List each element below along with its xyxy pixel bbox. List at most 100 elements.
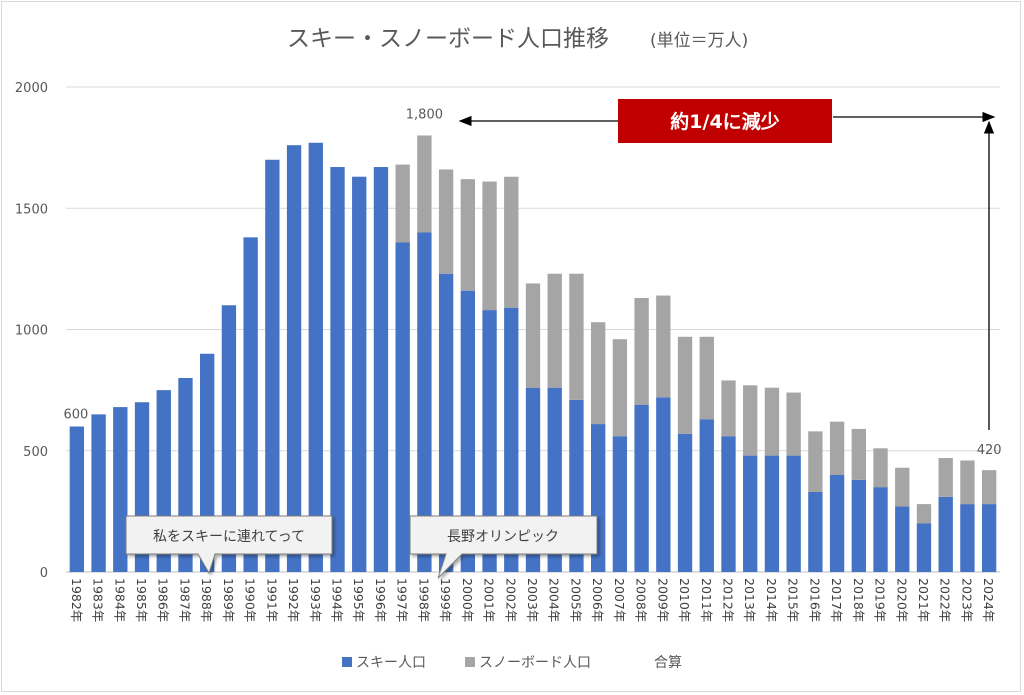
callout-1-text: 私をスキーに連れてって <box>153 529 305 545</box>
x-tick-2024年: 2024年 <box>981 578 996 622</box>
bar-snowboard-2003年 <box>525 283 541 388</box>
y-tick-1500: 1500 <box>15 202 48 217</box>
x-tick-2001年: 2001年 <box>482 578 497 622</box>
bar-snowboard-2000年 <box>460 179 476 291</box>
x-tick-2004年: 2004年 <box>547 578 562 622</box>
bar-snowboard-2009年 <box>656 295 671 398</box>
bar-snowboard-2024年 <box>981 470 997 505</box>
bar-snowboard-2005年 <box>569 273 584 400</box>
x-tick-2015年: 2015年 <box>786 578 801 622</box>
bar-ski-1996年 <box>373 167 389 572</box>
callout-2-box <box>409 515 598 579</box>
bar-snowboard-2001年 <box>482 181 497 311</box>
bar-ski-2015年 <box>786 455 801 572</box>
bar-snowboard-2006年 <box>590 322 606 425</box>
bar-snowboard-2016年 <box>808 431 823 492</box>
bar-ski-1995年 <box>352 176 367 572</box>
chart-unit-label: (単位＝万人) <box>650 31 748 51</box>
bar-snowboard-2013年 <box>743 385 758 456</box>
bar-ski-1999年 <box>438 273 454 572</box>
bar-ski-1989年 <box>221 305 237 572</box>
x-tick-2021年: 2021年 <box>916 578 931 622</box>
bar-ski-2007年 <box>612 436 628 572</box>
bar-ski-2001年 <box>482 310 497 572</box>
x-tick-1995年: 1995年 <box>351 578 366 622</box>
bar-snowboard-2007年 <box>612 339 628 437</box>
bar-snowboard-2014年 <box>764 387 780 456</box>
bar-ski-2024年 <box>981 504 997 572</box>
bar-ski-1998年 <box>417 232 432 572</box>
x-tick-2008年: 2008年 <box>634 578 649 622</box>
callout-1-box <box>125 515 333 575</box>
bar-ski-2009年 <box>656 397 671 572</box>
y-tick-1000: 1000 <box>15 324 48 339</box>
x-tick-1984年: 1984年 <box>112 578 127 622</box>
x-tick-1997年: 1997年 <box>395 578 410 622</box>
bar-snowboard-2002年 <box>504 176 519 308</box>
legend-swatch-snowboard <box>465 657 475 667</box>
x-tick-2011年: 2011年 <box>699 578 714 622</box>
bar-snowboard-2019年 <box>873 448 888 488</box>
bar-snowboard-2010年 <box>677 336 693 434</box>
x-tick-2023年: 2023年 <box>959 578 974 622</box>
x-tick-1985年: 1985年 <box>134 578 149 622</box>
bar-ski-2008年 <box>634 404 649 572</box>
x-tick-2014年: 2014年 <box>764 578 779 622</box>
bar-ski-2000年 <box>460 290 476 572</box>
bar-ski-2011年 <box>699 419 714 572</box>
bar-snowboard-2008年 <box>634 297 649 405</box>
reduction-label: 約1/4に減少 <box>670 110 779 133</box>
x-tick-1991年: 1991年 <box>264 578 279 622</box>
x-tick-1996年: 1996年 <box>373 578 388 622</box>
bar-ski-2023年 <box>960 504 975 572</box>
data-label-peak: 1,800 <box>406 108 443 123</box>
bar-snowboard-2011年 <box>699 336 714 420</box>
x-tick-1987年: 1987年 <box>177 578 192 622</box>
bar-ski-2014年 <box>764 455 780 572</box>
x-tick-1994年: 1994年 <box>330 578 345 622</box>
bar-ski-1990年 <box>243 237 258 572</box>
bar-snowboard-1998年 <box>417 135 432 233</box>
y-tick-500: 500 <box>23 445 48 460</box>
x-tick-2007年: 2007年 <box>612 578 627 622</box>
bar-ski-2010年 <box>677 433 693 572</box>
bar-ski-1984年 <box>113 407 128 572</box>
bar-snowboard-1999年 <box>438 169 454 274</box>
bar-ski-2020年 <box>895 506 910 572</box>
data-label-first: 600 <box>63 408 88 423</box>
x-tick-1989年: 1989年 <box>221 578 236 622</box>
bar-ski-1992年 <box>286 145 302 572</box>
x-tick-2005年: 2005年 <box>568 578 583 622</box>
bar-ski-1991年 <box>265 159 280 572</box>
reduction-label-box <box>618 99 832 143</box>
bar-ski-2018年 <box>851 479 866 572</box>
chart-title: スキー・スノーボード人口推移 <box>287 26 609 52</box>
bar-ski-2013年 <box>743 455 758 572</box>
bar-ski-1983年 <box>91 414 106 572</box>
x-tick-1983年: 1983年 <box>91 578 106 622</box>
x-tick-1992年: 1992年 <box>286 578 301 622</box>
y-tick-0: 0 <box>40 566 48 581</box>
x-tick-1982年: 1982年 <box>69 578 84 622</box>
legend-label-total: 合算 <box>654 655 682 671</box>
x-tick-2017年: 2017年 <box>829 578 844 622</box>
bar-ski-2019年 <box>873 487 888 572</box>
bar-ski-2002年 <box>504 307 519 572</box>
y-tick-2000: 2000 <box>15 81 48 96</box>
bar-snowboard-2017年 <box>829 421 845 475</box>
x-tick-2018年: 2018年 <box>851 578 866 622</box>
bar-ski-1993年 <box>308 142 323 572</box>
bar-snowboard-2020年 <box>895 467 910 507</box>
x-tick-2003年: 2003年 <box>525 578 540 622</box>
x-tick-2012年: 2012年 <box>720 578 735 622</box>
x-tick-1993年: 1993年 <box>308 578 323 622</box>
bar-snowboard-2004年 <box>547 273 562 388</box>
bar-ski-1997年 <box>395 242 410 572</box>
x-tick-2019年: 2019年 <box>873 578 888 622</box>
bar-snowboard-2018年 <box>851 428 866 480</box>
data-label-last: 420 <box>977 443 1002 458</box>
x-tick-1990年: 1990年 <box>243 578 258 622</box>
bar-ski-1994年 <box>330 167 345 572</box>
x-tick-2009年: 2009年 <box>655 578 670 622</box>
